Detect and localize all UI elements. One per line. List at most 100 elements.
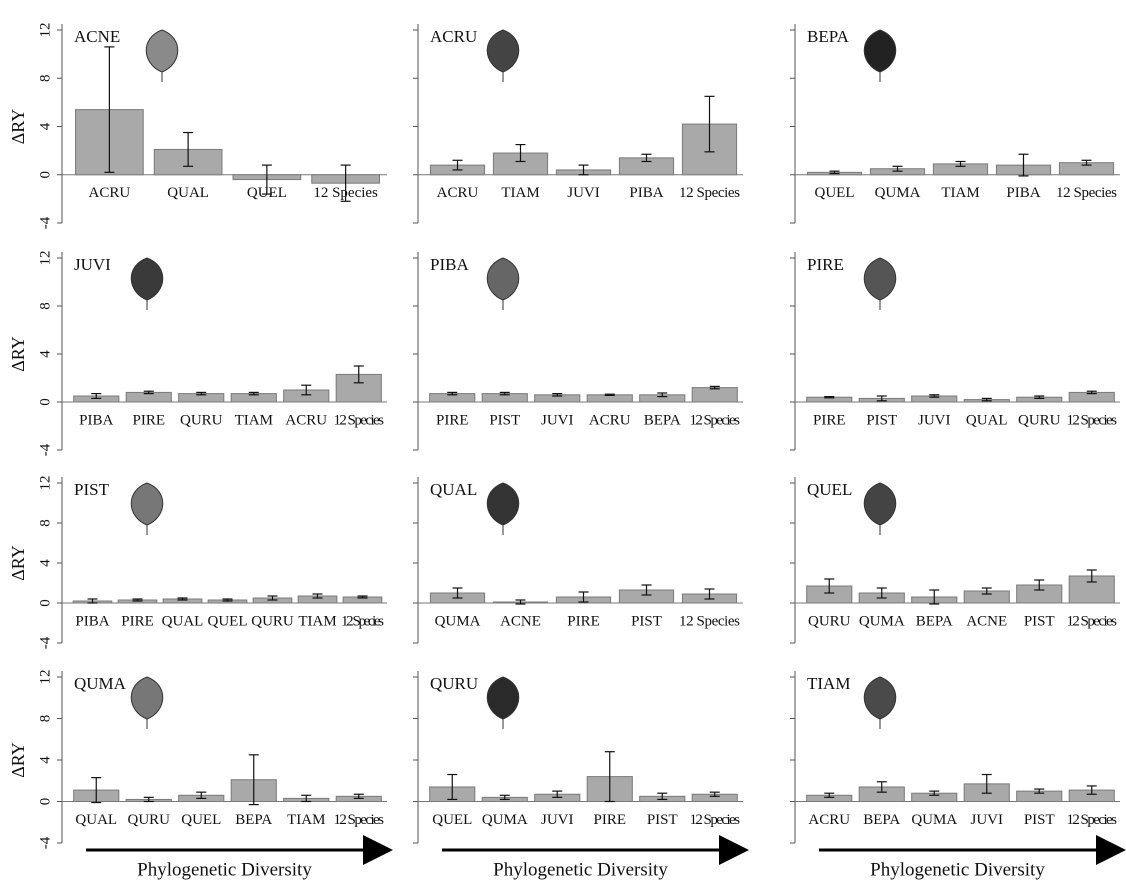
y-axis-label: ΔRY	[8, 742, 28, 778]
x-tick-label: QUMA	[482, 812, 528, 828]
y-tick-label: 12	[37, 251, 53, 266]
panel-title: QUEL	[807, 480, 852, 499]
x-tick-label: QUEL	[181, 812, 221, 828]
x-tick-label: 12 Species	[341, 613, 384, 629]
y-tick-label: 0	[37, 171, 53, 179]
x-tick-label: 12 Species	[334, 812, 385, 828]
leaf-icon	[131, 258, 163, 310]
y-axis-label: ΔRY	[8, 109, 28, 145]
x-tick-label: 12 Species	[1067, 812, 1118, 828]
x-tick-label: ACNE	[500, 613, 541, 629]
leaf-icon	[146, 30, 178, 82]
x-tick-label: TIAM	[941, 185, 979, 201]
x-tick-label: QUMA	[875, 185, 921, 201]
x-tick-label: ACRU	[589, 412, 631, 428]
y-tick-label: -4	[37, 636, 53, 649]
leaf-icon	[864, 677, 896, 729]
y-tick-label: 12	[37, 476, 53, 491]
panel-title: PIBA	[430, 255, 469, 274]
panel-title: ACNE	[74, 27, 120, 46]
x-tick-label: JUVI	[541, 812, 574, 828]
y-tick-label: 4	[37, 559, 53, 567]
x-tick-label: BEPA	[863, 812, 900, 828]
x-tick-label: QURU	[251, 613, 294, 629]
x-tick-label: PIST	[1024, 812, 1055, 828]
x-tick-label: QUEL	[247, 185, 287, 201]
x-tick-label: PIBA	[75, 613, 109, 629]
x-tick-label: JUVI	[971, 812, 1004, 828]
x-tick-label: PIST	[1024, 613, 1055, 629]
y-axis-label: ΔRY	[8, 336, 28, 372]
x-tick-label: QURU	[180, 412, 223, 428]
x-tick-label: 12 Species	[1067, 613, 1118, 629]
y-tick-label: 0	[37, 599, 53, 607]
x-tick-label: JUVI	[567, 185, 600, 201]
y-tick-label: -4	[37, 216, 53, 229]
x-tick-label: PIRE	[436, 412, 469, 428]
x-tick-label: QUEL	[208, 613, 248, 629]
y-tick-label: 4	[37, 350, 53, 358]
y-tick-label: 4	[37, 122, 53, 130]
x-tick-label: PIST	[631, 613, 662, 629]
x-tick-label: PIRE	[813, 412, 846, 428]
x-tick-label: PIST	[866, 412, 897, 428]
x-tick-label: ACRU	[437, 185, 479, 201]
leaf-icon	[864, 483, 896, 535]
x-axis-label: Phylogenetic Diversity	[137, 859, 312, 880]
x-tick-label: QUMA	[435, 613, 481, 629]
x-tick-label: ACRU	[808, 812, 850, 828]
x-tick-label: 12 Species	[334, 412, 385, 428]
x-tick-label: QUMA	[911, 812, 957, 828]
leaf-icon	[487, 258, 519, 310]
x-tick-label: QUAL	[167, 185, 209, 201]
x-tick-label: 12 Species	[1067, 412, 1118, 428]
panel-title: PIST	[74, 480, 110, 499]
x-axis-label: Phylogenetic Diversity	[493, 859, 668, 880]
bar	[692, 388, 737, 402]
panel-title: QUAL	[430, 480, 477, 499]
x-tick-label: PIST	[489, 412, 520, 428]
x-tick-label: PIBA	[1006, 185, 1040, 201]
y-tick-label: 8	[37, 302, 53, 310]
x-tick-label: QUEL	[432, 812, 472, 828]
x-axis-label: Phylogenetic Diversity	[870, 859, 1045, 880]
leaf-icon	[487, 677, 519, 729]
x-tick-label: JUVI	[918, 412, 951, 428]
leaf-icon	[864, 30, 896, 82]
leaf-icon	[864, 258, 896, 310]
x-tick-label: PIRE	[593, 812, 626, 828]
x-tick-label: 12 Species	[690, 812, 741, 828]
y-tick-label: -4	[37, 443, 53, 456]
x-tick-label: PIBA	[79, 412, 113, 428]
y-tick-label: 0	[37, 398, 53, 406]
panel-title: JUVI	[74, 255, 111, 274]
x-tick-label: PIRE	[132, 412, 165, 428]
x-tick-label: BEPA	[644, 412, 681, 428]
panel-title: QURU	[430, 674, 478, 693]
panel-title: ACRU	[430, 27, 477, 46]
y-tick-label: -4	[37, 836, 53, 849]
error-bar	[824, 397, 834, 398]
y-tick-label: 12	[37, 23, 53, 38]
y-tick-label: 8	[37, 519, 53, 527]
x-tick-label: QUAL	[75, 812, 117, 828]
x-tick-label: PIRE	[121, 613, 154, 629]
leaf-icon	[487, 30, 519, 82]
x-tick-label: TIAM	[298, 613, 336, 629]
figure: -404812ΔRYACNEACRUQUALQUEL12 SpeciesACRU…	[0, 0, 1126, 886]
y-axis-label: ΔRY	[8, 545, 28, 581]
y-tick-label: 4	[37, 756, 53, 764]
leaf-icon	[131, 483, 163, 535]
x-tick-label: QUEL	[815, 185, 855, 201]
x-tick-label: 12 Species	[679, 185, 740, 201]
x-tick-label: TIAM	[501, 185, 539, 201]
x-tick-label: ACRU	[89, 185, 131, 201]
error-bar	[605, 394, 615, 395]
x-tick-label: 12 Species	[313, 185, 378, 201]
x-tick-label: 12 Species	[1056, 185, 1117, 201]
y-tick-label: 0	[37, 798, 53, 806]
x-tick-label: JUVI	[541, 412, 574, 428]
x-tick-label: QUAL	[162, 613, 204, 629]
x-tick-label: QURU	[127, 812, 170, 828]
y-tick-label: 8	[37, 75, 53, 83]
